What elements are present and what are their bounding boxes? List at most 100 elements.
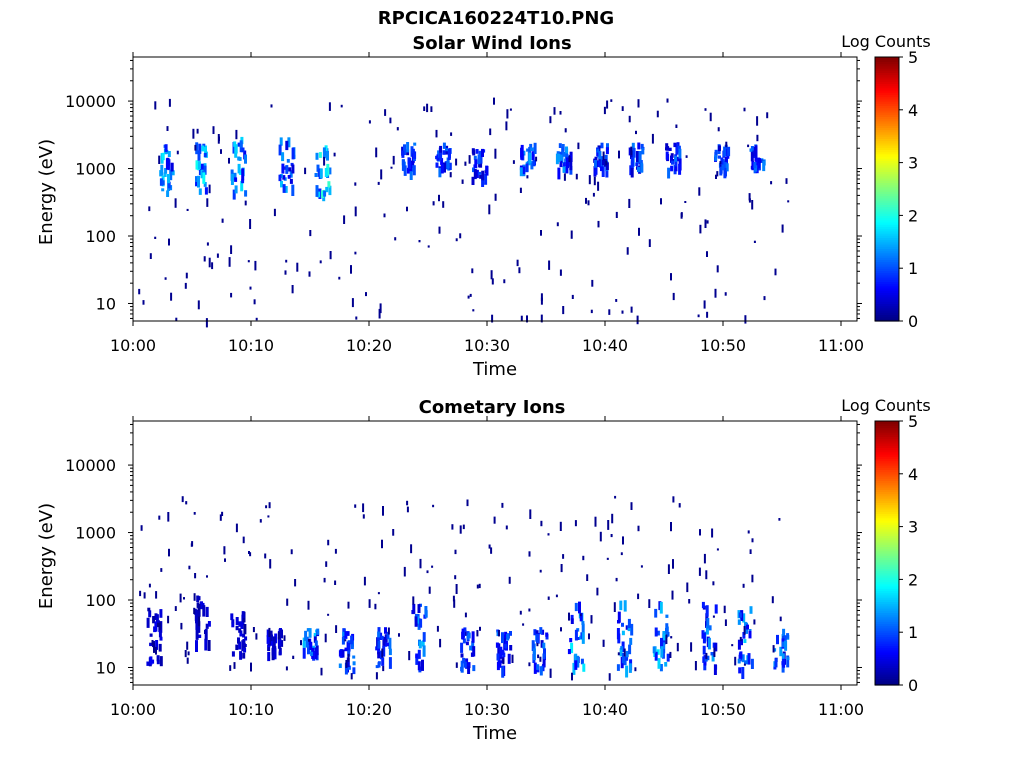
heatmap-cell [164, 277, 167, 280]
heatmap-cell [557, 167, 561, 180]
heatmap-cell [738, 612, 742, 618]
heatmap-cell [413, 142, 417, 146]
heatmap-cell [426, 570, 429, 574]
heatmap-cell [233, 141, 237, 147]
heatmap-cell [783, 635, 787, 644]
heatmap-cell [774, 658, 778, 668]
heatmap-cell [272, 640, 276, 649]
heatmap-cell [749, 549, 752, 554]
colorbar-segment [875, 671, 899, 675]
colorbar-segment [875, 500, 899, 503]
heatmap-cell [541, 629, 545, 635]
x-tick-label: 10:00 [110, 336, 156, 355]
colorbar-segment [875, 277, 899, 280]
heatmap-cell [193, 593, 196, 601]
heatmap-cell [640, 162, 644, 173]
heatmap-cell [285, 666, 288, 671]
heatmap-cell [526, 175, 529, 179]
colorbar-segment [875, 612, 899, 616]
heatmap-cell [334, 548, 337, 554]
heatmap-cell [166, 190, 170, 197]
heatmap-cell [568, 612, 570, 621]
colorbar-segment [875, 621, 899, 624]
heatmap-cell [751, 538, 754, 543]
heatmap-cell [343, 215, 346, 224]
heatmap-cell [656, 630, 660, 636]
heatmap-cell [615, 211, 618, 218]
heatmap-cell [539, 569, 542, 573]
colorbar-segment [875, 663, 899, 666]
heatmap-cell [148, 610, 152, 618]
heatmap-cell [478, 150, 482, 155]
heatmap-cell [193, 512, 196, 515]
heatmap-cell [694, 661, 697, 671]
heatmap-cell [743, 663, 746, 666]
heatmap-cell [156, 655, 160, 662]
heatmap-cell [410, 544, 413, 554]
heatmap-cell [602, 151, 605, 161]
heatmap-cell [611, 513, 614, 524]
heatmap-cell [740, 638, 743, 646]
x-tick-label: 10:10 [228, 336, 274, 355]
heatmap-cell [507, 653, 511, 664]
heatmap-cell [618, 150, 620, 159]
heatmap-cell [670, 522, 672, 532]
heatmap-cell [559, 269, 562, 276]
heatmap-cell [459, 233, 462, 239]
heatmap-cell [528, 662, 531, 667]
heatmap-cell [741, 667, 745, 679]
heatmap-cell [406, 142, 410, 153]
heatmap-cell [430, 106, 433, 112]
colorbar-segment [875, 603, 899, 607]
heatmap-cell [147, 607, 151, 612]
heatmap-cell [678, 148, 682, 159]
heatmap-cell [763, 296, 766, 301]
colorbar-frame [874, 420, 900, 686]
colorbar-segment [875, 200, 899, 203]
heatmap-cell [313, 632, 317, 637]
heatmap-cell [590, 615, 593, 624]
heatmap-cell [240, 180, 244, 192]
heatmap-cell [674, 159, 678, 167]
colorbar-segment [875, 213, 899, 216]
heatmap-cell [493, 516, 496, 524]
heatmap-cell [377, 181, 380, 185]
heatmap-cell [286, 598, 289, 606]
heatmap-cell [248, 551, 250, 554]
heatmap-cell [164, 144, 168, 152]
heatmap-cell [221, 218, 224, 223]
heatmap-cell [463, 630, 467, 636]
heatmap-cell [499, 646, 503, 658]
heatmap-cell [616, 664, 620, 671]
heatmap-cell [228, 257, 231, 267]
heatmap-cell [484, 173, 488, 185]
heatmap-cell [195, 142, 199, 155]
colorbar-segment [875, 116, 899, 120]
heatmap-cell [447, 149, 451, 160]
heatmap-cell [288, 167, 292, 172]
colorbar-segment [875, 643, 899, 646]
heatmap-cell [198, 188, 202, 195]
heatmap-cell [454, 575, 457, 580]
heatmap-cell [619, 600, 623, 611]
heatmap-cell [586, 574, 589, 581]
colorbar-segment [875, 127, 899, 131]
heatmap-cell [452, 595, 455, 602]
heatmap-cell [713, 664, 717, 675]
heatmap-cell [314, 647, 318, 659]
heatmap-cell [665, 151, 669, 160]
colorbar-segment [875, 592, 899, 596]
x-axis-label: Time [472, 723, 517, 744]
colorbar-segment [875, 134, 899, 137]
heatmap-cell [211, 262, 214, 270]
heatmap-cell [475, 169, 479, 179]
heatmap-cell [169, 169, 173, 181]
heatmap-cell [442, 142, 446, 149]
heatmap-cell [734, 656, 737, 666]
colorbar-segment [875, 248, 899, 252]
colorbar-segment [875, 682, 899, 686]
heatmap-cell [753, 162, 757, 169]
colorbar-segment [875, 219, 899, 223]
heatmap-cell [284, 186, 288, 193]
heatmap-cell [706, 655, 710, 661]
